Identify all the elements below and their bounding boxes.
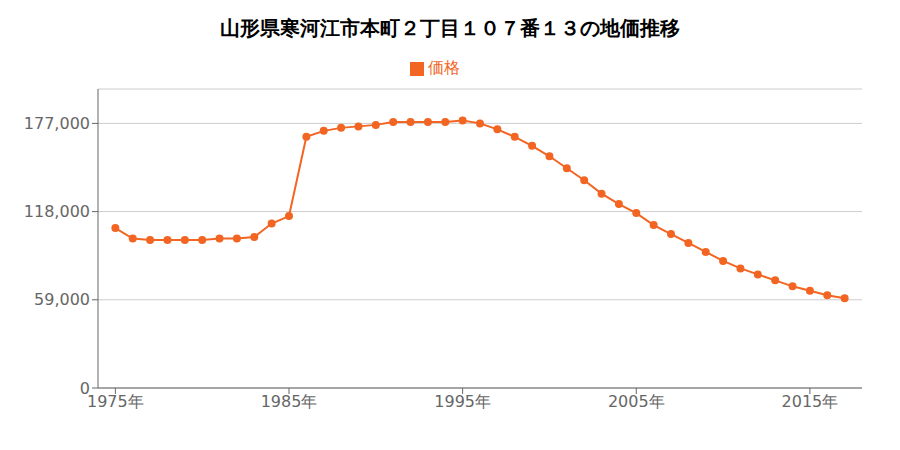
svg-text:0: 0 <box>80 379 90 398</box>
svg-text:2015年: 2015年 <box>782 392 839 411</box>
svg-text:1985年: 1985年 <box>261 392 318 411</box>
svg-text:2005年: 2005年 <box>608 392 665 411</box>
html-text:山形県寒河江市本町２丁目１０７番１３の地価推移: 山形県寒河江市本町２丁目１０７番１３の地価推移 <box>220 16 680 40</box>
svg-text:59,000: 59,000 <box>34 290 90 309</box>
html-text:価格: 価格 <box>428 58 460 77</box>
svg-text:118,000: 118,000 <box>24 202 90 221</box>
svg-text:177,000: 177,000 <box>24 114 90 133</box>
svg-text:1995年: 1995年 <box>434 392 491 411</box>
svg-text:1975年: 1975年 <box>87 392 144 411</box>
